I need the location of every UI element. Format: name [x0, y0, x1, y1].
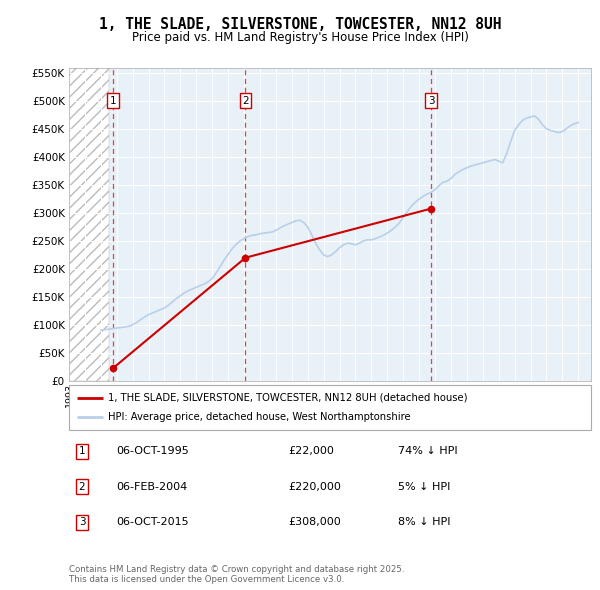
Text: 8% ↓ HPI: 8% ↓ HPI	[398, 517, 451, 527]
Text: 06-FEB-2004: 06-FEB-2004	[116, 482, 187, 491]
Text: 3: 3	[428, 96, 434, 106]
Text: Price paid vs. HM Land Registry's House Price Index (HPI): Price paid vs. HM Land Registry's House …	[131, 31, 469, 44]
Text: 5% ↓ HPI: 5% ↓ HPI	[398, 482, 450, 491]
Text: £22,000: £22,000	[288, 447, 334, 456]
Text: 06-OCT-2015: 06-OCT-2015	[116, 517, 188, 527]
Text: 2: 2	[79, 482, 85, 491]
Text: 06-OCT-1995: 06-OCT-1995	[116, 447, 189, 456]
Text: 2: 2	[242, 96, 249, 106]
Text: 1, THE SLADE, SILVERSTONE, TOWCESTER, NN12 8UH: 1, THE SLADE, SILVERSTONE, TOWCESTER, NN…	[99, 17, 501, 31]
Text: 3: 3	[79, 517, 85, 527]
Text: 74% ↓ HPI: 74% ↓ HPI	[398, 447, 457, 456]
Text: 1: 1	[79, 447, 85, 456]
Text: Contains HM Land Registry data © Crown copyright and database right 2025.
This d: Contains HM Land Registry data © Crown c…	[69, 565, 404, 584]
FancyBboxPatch shape	[69, 385, 591, 430]
Text: 1: 1	[110, 96, 116, 106]
Text: HPI: Average price, detached house, West Northamptonshire: HPI: Average price, detached house, West…	[108, 412, 411, 422]
Text: 1, THE SLADE, SILVERSTONE, TOWCESTER, NN12 8UH (detached house): 1, THE SLADE, SILVERSTONE, TOWCESTER, NN…	[108, 393, 467, 402]
Text: £308,000: £308,000	[288, 517, 341, 527]
Text: £220,000: £220,000	[288, 482, 341, 491]
